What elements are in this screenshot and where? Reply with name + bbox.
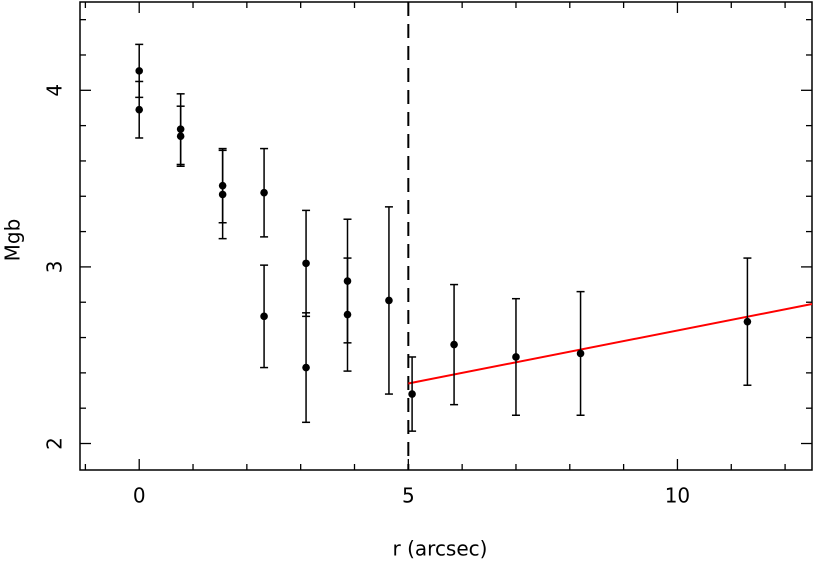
x-tick-label: 5 bbox=[402, 484, 415, 508]
point bbox=[512, 353, 520, 361]
x-tick-label: 0 bbox=[133, 484, 146, 508]
x-axis-label: r (arcsec) bbox=[393, 537, 488, 561]
point bbox=[218, 190, 227, 199]
point bbox=[260, 312, 268, 321]
point bbox=[302, 363, 310, 372]
point bbox=[260, 188, 268, 197]
point bbox=[135, 67, 144, 75]
y-tick-label: 4 bbox=[43, 84, 67, 97]
point bbox=[176, 132, 185, 141]
point bbox=[343, 310, 352, 319]
fit-line bbox=[408, 303, 813, 385]
x-tick-label: 10 bbox=[665, 484, 690, 508]
point bbox=[408, 390, 416, 398]
point bbox=[450, 340, 458, 349]
y-tick-label: 2 bbox=[43, 437, 67, 450]
y-tick-label: 3 bbox=[43, 261, 67, 274]
point bbox=[385, 296, 393, 305]
point bbox=[302, 259, 310, 268]
y-axis-label: Mgb bbox=[1, 219, 25, 262]
point bbox=[576, 349, 585, 358]
point bbox=[135, 105, 144, 114]
plot-frame bbox=[79, 1, 813, 471]
point bbox=[743, 317, 752, 326]
